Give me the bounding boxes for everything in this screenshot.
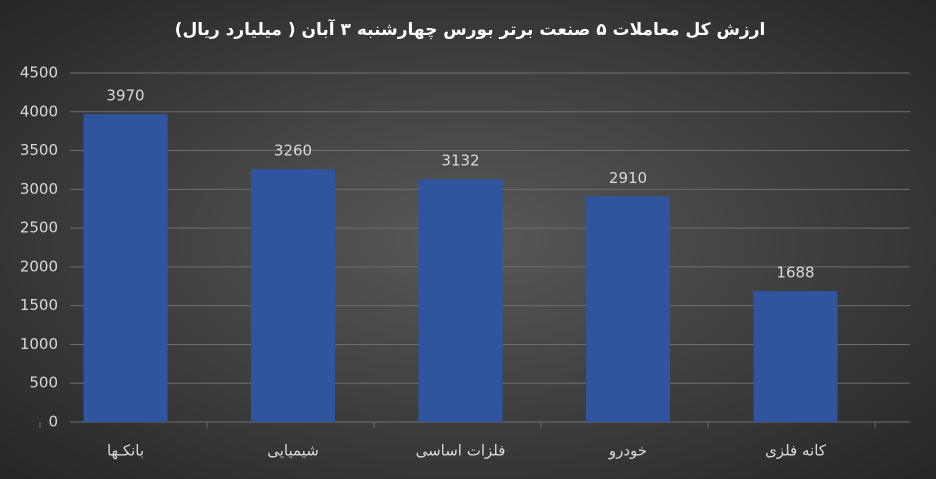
data-label: 3970 xyxy=(106,87,144,105)
y-tick-label: 4500 xyxy=(20,64,58,82)
bar xyxy=(418,179,503,422)
bar xyxy=(83,114,168,423)
x-tick-label: خودرو xyxy=(608,442,647,460)
y-tick-label: 1000 xyxy=(20,335,58,353)
y-tick-label: 1500 xyxy=(20,296,58,314)
data-label: 3260 xyxy=(274,142,312,160)
x-tick-label: فلزات اساسی xyxy=(416,442,506,460)
chart-title: ارزش کل معاملات ۵ صنعت برتر بورس چهارشنب… xyxy=(175,18,766,40)
y-tick-label: 0 xyxy=(48,413,58,431)
y-tick-label: 2000 xyxy=(20,257,58,275)
y-tick-label: 4000 xyxy=(20,102,58,120)
x-tick-label: کانه فلزی xyxy=(765,442,827,460)
bar xyxy=(753,291,838,422)
bar xyxy=(586,196,670,422)
x-tick-label: بانکـها xyxy=(107,442,144,460)
y-tick-label: 3500 xyxy=(20,141,58,159)
y-tick-label: 2500 xyxy=(20,219,58,237)
data-label: 3132 xyxy=(441,152,479,170)
y-tick-label: 3000 xyxy=(20,180,58,198)
bar xyxy=(251,169,335,422)
data-label: 2910 xyxy=(609,169,647,187)
x-tick-label: شیمیایی xyxy=(267,442,319,460)
y-tick-label: 500 xyxy=(29,374,58,392)
data-label: 1688 xyxy=(776,264,814,282)
